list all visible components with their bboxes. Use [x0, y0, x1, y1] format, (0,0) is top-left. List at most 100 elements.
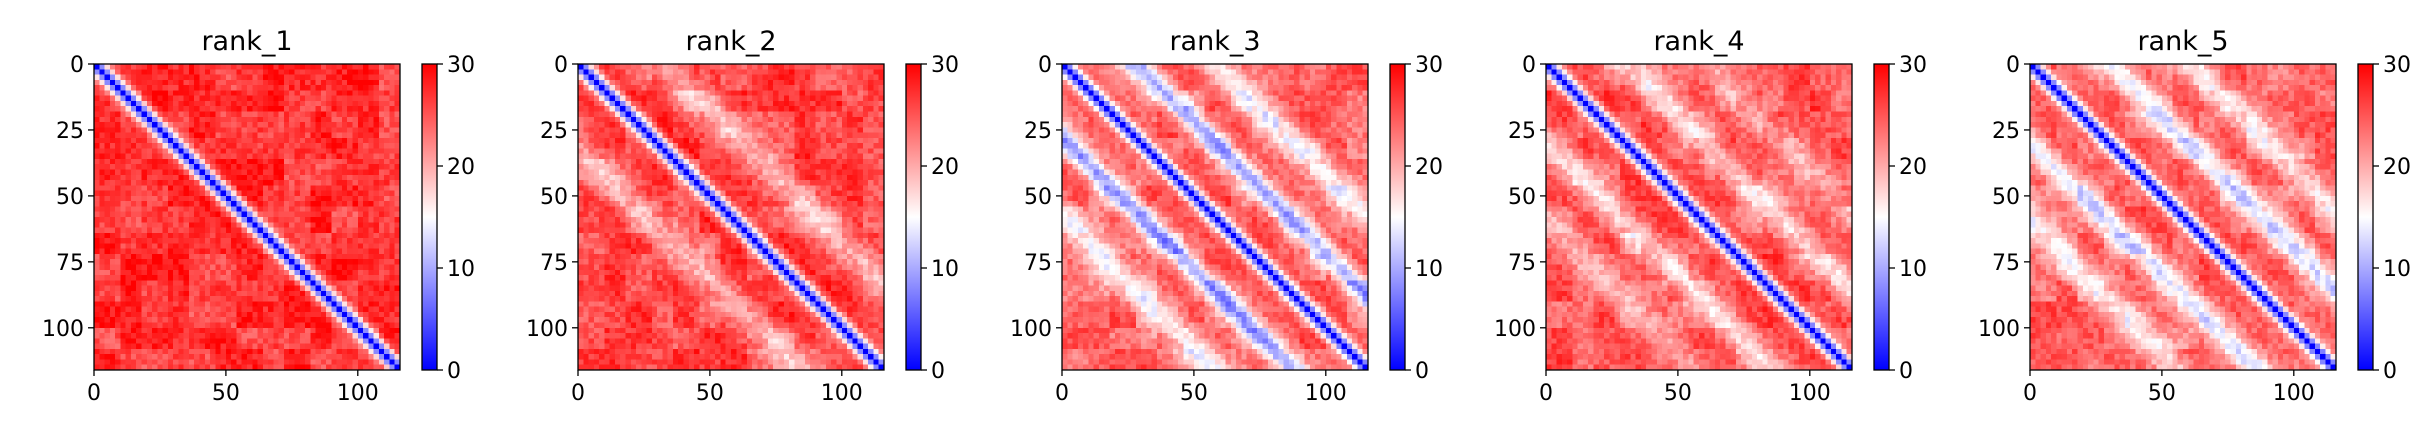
heatmap-cell: [394, 64, 401, 70]
heatmap-cell: [363, 211, 369, 218]
heatmap-cell: [278, 122, 285, 128]
heatmap-cell: [104, 211, 111, 218]
heatmap-cell: [630, 201, 637, 208]
heatmap-cell: [236, 222, 243, 229]
heatmap-cell: [125, 122, 132, 128]
heatmap-cell: [252, 185, 259, 192]
heatmap-cell: [794, 143, 801, 150]
heatmap-cell: [389, 100, 396, 107]
heatmap-cell: [588, 174, 595, 181]
heatmap-cell: [273, 364, 280, 371]
heatmap-cell: [162, 243, 169, 250]
heatmap-cell: [384, 195, 391, 202]
heatmap-cell: [225, 143, 232, 150]
heatmap-cell: [220, 85, 227, 91]
heatmap-cell: [299, 296, 306, 303]
heatmap-cell: [167, 132, 174, 139]
heatmap-cell: [614, 206, 621, 213]
heatmap-cell: [299, 69, 306, 76]
heatmap-cell: [225, 238, 232, 244]
heatmap-cell: [120, 169, 127, 176]
heatmap-cell: [204, 238, 211, 244]
heatmap-cell: [257, 180, 264, 186]
heatmap-cell: [746, 201, 753, 208]
heatmap-cell: [188, 85, 195, 91]
heatmap-cell: [157, 169, 164, 176]
heatmap-cell: [736, 64, 743, 70]
heatmap-cell: [294, 333, 301, 339]
heatmap-cell: [104, 185, 111, 192]
heatmap-cell: [120, 185, 127, 192]
heatmap-cell: [341, 243, 348, 250]
heatmap-cell: [188, 327, 195, 334]
heatmap-cell: [720, 164, 727, 171]
heatmap-cell: [104, 280, 111, 287]
heatmap-cell: [262, 164, 269, 171]
heatmap-cell: [241, 169, 248, 176]
heatmap-cell: [283, 364, 290, 371]
heatmap-cell: [178, 64, 185, 70]
heatmap-cell: [384, 264, 391, 271]
heatmap-cell: [146, 338, 153, 345]
heatmap-cell: [252, 195, 259, 202]
heatmap-cell: [384, 253, 391, 260]
heatmap-cell: [231, 354, 238, 361]
heatmap-cell: [231, 158, 238, 165]
heatmap-cell: [225, 285, 232, 292]
heatmap-cell: [646, 195, 653, 202]
heatmap-cell: [273, 116, 280, 123]
heatmap-cell: [683, 169, 690, 176]
heatmap-cell: [667, 122, 674, 128]
heatmap-cell: [336, 79, 343, 86]
heatmap-cell: [268, 111, 274, 118]
heatmap-cell: [152, 185, 158, 192]
heatmap-cell: [625, 79, 632, 86]
heatmap-cell: [352, 338, 359, 345]
heatmap-cell: [109, 148, 116, 155]
heatmap-cell: [357, 69, 364, 76]
heatmap-cell: [115, 90, 121, 97]
heatmap-cell: [247, 153, 253, 160]
heatmap-cell: [341, 248, 348, 255]
heatmap-cell: [283, 79, 290, 86]
heatmap-cell: [341, 354, 348, 361]
heatmap-cell: [389, 364, 396, 371]
heatmap-cell: [347, 290, 354, 297]
heatmap-cell: [136, 195, 143, 202]
heatmap-cell: [725, 153, 732, 160]
heatmap-cell: [294, 122, 301, 128]
heatmap-cell: [662, 79, 669, 86]
heatmap-cell: [136, 95, 143, 102]
heatmap-cell: [241, 190, 248, 197]
heatmap-cell: [804, 122, 811, 128]
heatmap-cell: [167, 180, 174, 186]
heatmap-cell: [731, 85, 737, 91]
heatmap-cell: [146, 111, 153, 118]
heatmap-cell: [336, 111, 343, 118]
heatmap-cell: [273, 90, 280, 97]
heatmap-cell: [336, 327, 343, 334]
heatmap-cell: [578, 143, 584, 150]
heatmap-cell: [363, 137, 369, 144]
heatmap-cell: [709, 185, 716, 192]
heatmap-cell: [109, 185, 116, 192]
heatmap-cell: [878, 185, 885, 192]
heatmap-cell: [731, 132, 737, 139]
heatmap-cell: [278, 280, 285, 287]
heatmap-cell: [868, 74, 875, 81]
heatmap-cell: [210, 100, 216, 107]
heatmap-cell: [130, 158, 137, 165]
heatmap-cell: [394, 238, 401, 244]
heatmap-cell: [115, 74, 121, 81]
heatmap-cell: [125, 253, 132, 260]
heatmap-cell: [815, 122, 822, 128]
heatmap-cell: [305, 127, 311, 134]
heatmap-cell: [152, 211, 158, 218]
heatmap-cell: [326, 296, 333, 303]
heatmap-cell: [657, 100, 664, 107]
heatmap-cell: [273, 243, 280, 250]
heatmap-cell: [109, 259, 116, 266]
heatmap-cell: [141, 306, 148, 313]
heatmap-cell: [299, 322, 306, 329]
heatmap-cell: [268, 180, 274, 186]
